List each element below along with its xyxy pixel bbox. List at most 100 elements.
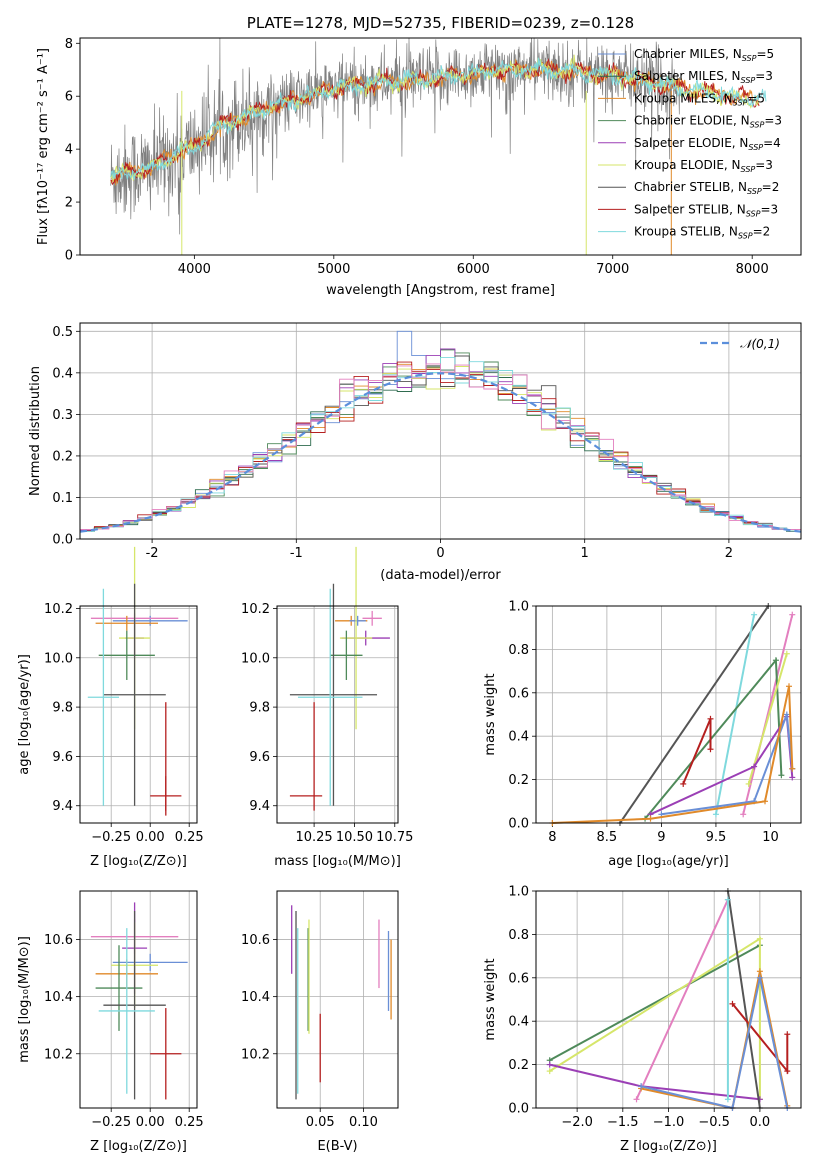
- weight-series: [742, 614, 794, 815]
- y-tick-label: 4: [65, 143, 73, 158]
- x-axis-label: Z [log₁₀(Z/Z⊙)]: [620, 1139, 717, 1154]
- y-tick-label: 0.2: [508, 1058, 529, 1073]
- y-tick-label: 0.6: [508, 971, 529, 986]
- x-tick-label: 2: [725, 546, 733, 561]
- legend-entry: Chabrier ELODIE, NSSP=3: [634, 114, 782, 130]
- x-tick-label: −2.0: [561, 1115, 593, 1130]
- spectrum-panel: 4000 5000 6000 7000 8000 0 2 4 6 8 PLATE=1278, MJD…: [36, 14, 802, 298]
- y-axis-label: Normed distribution: [28, 366, 43, 496]
- weight-series: [747, 653, 788, 785]
- y-tick-label: 10.2: [44, 602, 73, 617]
- x-tick-label: 0.25: [175, 830, 204, 845]
- y-axis-label: mass weight: [483, 673, 498, 755]
- y-axis-label: Flux [fλ10⁻¹⁷ erg cm⁻² s⁻¹ A⁻¹]: [36, 48, 51, 245]
- y-tick-label: 9.4: [52, 799, 73, 814]
- y-tick-label: 10.2: [44, 1047, 73, 1062]
- weight-series: [650, 713, 794, 816]
- legend-entry: Kroupa ELODIE, NSSP=3: [634, 158, 773, 174]
- errorbar-point: [95, 615, 158, 631]
- x-tick-label: 0.10: [349, 1115, 378, 1130]
- x-tick-label: 10.25: [295, 830, 332, 845]
- mass-vs-ebv-panel: 0.05 0.10 10.2 10.4 10.6 E(B-V): [241, 890, 399, 1154]
- y-tick-label: 1.0: [508, 885, 529, 900]
- y-tick-label: 0.8: [508, 928, 529, 943]
- y-tick-label: 1.0: [508, 600, 529, 615]
- y-tick-label: 10.6: [44, 933, 73, 948]
- y-tick-label: 10.0: [241, 651, 270, 666]
- x-tick-label: 0.00: [136, 830, 165, 845]
- plot-frame: [535, 605, 802, 824]
- x-tick-label: 1: [581, 546, 589, 561]
- y-tick-label: 0.4: [508, 730, 529, 745]
- observed-spectrum: [110, 38, 681, 235]
- y-tick-label: 9.8: [249, 701, 270, 716]
- weight-vs-age-panel: 8 8.5 9 9.5 10 0.0 0.2 0.4 0.6 0.8 1.0 age [log₁₀(a…: [483, 600, 802, 869]
- plot-frame: [79, 322, 802, 540]
- plot-frame: [79, 890, 198, 1109]
- y-tick-label: 9.4: [249, 799, 270, 814]
- x-tick-label: 0.05: [306, 1115, 335, 1130]
- x-tick-label: 10.75: [376, 830, 413, 845]
- errorbar-point: [112, 953, 188, 971]
- legend-entry: Salpeter MILES, NSSP=3: [634, 69, 773, 85]
- y-tick-label: 0.2: [52, 449, 73, 464]
- errorbar-point: [87, 588, 119, 806]
- y-tick-label: 9.6: [249, 750, 270, 765]
- errorbar-point: [349, 615, 366, 626]
- errorbar-point: [150, 1008, 182, 1100]
- errorbar-point: [95, 945, 143, 1031]
- legend-entry: Chabrier MILES, NSSP=5: [634, 47, 774, 63]
- y-tick-label: 0: [65, 249, 73, 264]
- y-tick-label: 10.4: [44, 990, 73, 1005]
- errorbar-point: [98, 928, 155, 1094]
- errorbar-point: [289, 583, 378, 806]
- x-tick-label: −0.25: [91, 830, 131, 845]
- y-tick-label: 10.0: [44, 651, 73, 666]
- weight-series: [635, 899, 729, 1100]
- mass-vs-Z-panel: −0.25 0.00 0.25 10.2 10.4 10.6 Z [log₁₀(Z/Z⊙)]…: [17, 890, 204, 1154]
- y-tick-label: 6: [65, 90, 73, 105]
- x-tick-label: −0.5: [698, 1115, 730, 1130]
- x-tick-label: 0: [436, 546, 444, 561]
- x-tick-label: 10: [762, 830, 779, 845]
- x-tick-label: 6000: [457, 262, 490, 277]
- weight-series: [682, 718, 712, 785]
- y-axis-label: mass weight: [483, 958, 498, 1040]
- x-tick-label: 10.50: [336, 830, 373, 845]
- y-tick-label: 0.8: [508, 643, 529, 658]
- y-tick-label: 10.4: [241, 990, 270, 1005]
- legend-entry: Salpeter ELODIE, NSSP=4: [634, 136, 781, 152]
- x-tick-label: −0.25: [91, 1115, 131, 1130]
- y-tick-label: 9.8: [52, 701, 73, 716]
- y-tick-label: 0.0: [52, 533, 73, 548]
- y-axis-label: mass [log₁₀(M/M⊙)]: [17, 936, 32, 1063]
- y-tick-label: 9.6: [52, 750, 73, 765]
- legend-entry: Kroupa MILES, NSSP=5: [634, 91, 765, 107]
- errorbar-point: [112, 615, 188, 626]
- y-tick-label: 0.0: [508, 817, 529, 832]
- weight-series: [640, 977, 789, 1110]
- x-tick-label: 0.25: [175, 1115, 204, 1130]
- y-tick-label: 0.5: [52, 325, 73, 340]
- weight-series: [661, 714, 794, 816]
- y-tick-label: 0.3: [52, 408, 73, 423]
- y-axis-label: age [log₁₀(age/yr)]: [17, 654, 32, 775]
- errorbar-point: [98, 630, 155, 680]
- x-axis-label: E(B-V): [317, 1139, 357, 1154]
- y-tick-label: 0.1: [52, 491, 73, 506]
- legend-entry: 𝒩(0,1): [740, 337, 780, 351]
- x-tick-label: 8000: [736, 262, 769, 277]
- x-axis-label: age [log₁₀(age/yr)]: [608, 854, 729, 869]
- y-tick-label: 10.2: [241, 1047, 270, 1062]
- plot-frame: [79, 37, 802, 256]
- y-tick-label: 8: [65, 37, 73, 52]
- x-tick-label: 9.5: [706, 830, 727, 845]
- weight-series: [619, 605, 770, 824]
- x-tick-label: −1.0: [653, 1115, 685, 1130]
- model-spectrum: [110, 57, 767, 180]
- x-tick-label: 9: [657, 830, 665, 845]
- x-tick-label: −1.5: [607, 1115, 639, 1130]
- y-tick-label: 0.0: [508, 1102, 529, 1117]
- x-tick-label: 8: [548, 830, 556, 845]
